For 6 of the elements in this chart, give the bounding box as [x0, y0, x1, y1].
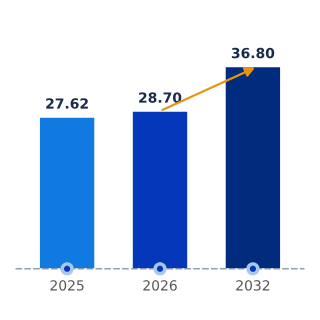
x-tick-label: 2032	[236, 280, 270, 291]
x-tick-label: 2026	[143, 280, 177, 291]
data-label: 27.62	[46, 98, 88, 109]
data-label: 36.80	[232, 48, 274, 58]
x-tick-label: 2025	[50, 280, 84, 291]
data-label: 28.70	[139, 92, 182, 103]
